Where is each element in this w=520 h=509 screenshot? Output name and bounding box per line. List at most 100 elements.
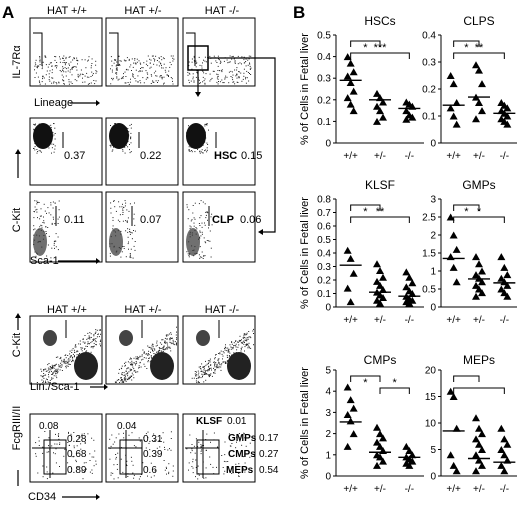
data-point: [373, 102, 381, 110]
flow-dot: [232, 74, 234, 76]
flow-dot: [137, 75, 139, 77]
flow-dot: [210, 367, 212, 369]
flow-dot: [87, 337, 89, 339]
flow-dot: [192, 472, 194, 474]
flow-dot: [74, 66, 76, 67]
flow-dot: [248, 346, 250, 348]
prog-wt-q4: 0.89: [67, 465, 87, 476]
data-point: [408, 290, 417, 297]
data-point: [478, 278, 486, 286]
flow-dot: [129, 124, 131, 126]
flow-dot: [62, 67, 64, 69]
flow-dot: [219, 81, 221, 83]
flow-dot: [52, 372, 54, 374]
flow-dot: [203, 366, 205, 368]
flow-dot: [189, 150, 191, 152]
flow-dot: [205, 123, 207, 125]
flow-dot: [209, 80, 211, 82]
x-tick-label: +/+: [343, 315, 358, 326]
flow-dot: [122, 150, 124, 152]
significance-label: *: [464, 42, 469, 54]
flow-dot: [170, 77, 172, 78]
data-point: [500, 435, 509, 443]
flow-dot: [206, 211, 208, 213]
flow-dot: [51, 378, 53, 380]
flow-dot: [205, 379, 207, 381]
flow-dot: [201, 449, 203, 451]
flow-dot: [188, 150, 190, 152]
data-point: [497, 285, 506, 293]
flow-plot-r2-c0: [29, 191, 103, 263]
flow-dot: [243, 433, 245, 435]
flow-dot: [52, 367, 54, 368]
flow-dot: [170, 337, 171, 339]
flow-dot: [245, 61, 247, 62]
flow-dot: [35, 72, 37, 74]
flow-dot: [208, 366, 210, 368]
flow-dot: [172, 339, 174, 341]
flow-dot: [66, 365, 68, 367]
flow-dot: [84, 348, 85, 350]
flow-dot: [238, 71, 240, 72]
flow-dot: [137, 358, 139, 360]
flow-dot: [118, 201, 120, 203]
flow-dot: [124, 82, 126, 84]
flow-dot: [33, 217, 35, 219]
flow-dot: [243, 68, 245, 70]
flow-dot: [147, 360, 149, 362]
flow-dot: [120, 230, 122, 232]
flow-dot: [44, 55, 46, 57]
flow-dot: [132, 73, 134, 75]
flow-dot: [135, 446, 137, 448]
flow-dot: [75, 344, 77, 346]
flow-dot: [51, 370, 52, 372]
flow-dot: [59, 61, 61, 63]
flow-dot: [66, 362, 68, 364]
flow-dot: [99, 343, 101, 345]
flow-dot: [49, 368, 51, 370]
flow-dot: [162, 432, 164, 434]
flow-dot: [34, 228, 36, 230]
flow-dot: [133, 357, 135, 359]
flow-dot: [170, 438, 172, 439]
flow-dot: [60, 362, 62, 364]
data-point: [472, 253, 480, 261]
flow-dot: [98, 329, 100, 331]
flow-dot: [235, 346, 237, 348]
flow-dot: [152, 350, 154, 352]
flow-dot: [250, 347, 252, 349]
flow-dot: [80, 343, 81, 345]
data-point: [405, 299, 414, 307]
flow-dot: [202, 367, 204, 368]
flow-dot: [156, 60, 158, 61]
flow-dot: [55, 371, 57, 373]
flow-dot: [78, 436, 80, 438]
flow-dot: [248, 342, 250, 344]
flow-dot: [168, 70, 170, 72]
flow-dot: [186, 448, 188, 450]
flow-dot: [166, 338, 168, 340]
flow-dot: [135, 361, 137, 362]
flow-dot: [42, 382, 44, 383]
flow-dot: [121, 382, 123, 383]
flow-dot: [84, 342, 86, 344]
flow-dot: [87, 83, 89, 85]
flow-dot: [85, 350, 87, 352]
flow-dot: [39, 57, 41, 59]
klsf-tag: KLSF: [196, 416, 222, 427]
flow-dot: [52, 77, 54, 79]
flow-dot: [169, 448, 170, 450]
flow-dot: [37, 65, 39, 67]
flow-dot: [235, 463, 237, 465]
flow-dot: [87, 343, 89, 345]
data-point: [379, 434, 387, 442]
flow-dot: [53, 242, 55, 244]
flow-dot: [130, 232, 132, 233]
flow-dot: [63, 362, 65, 364]
flow-dot: [205, 364, 207, 366]
flow-dot: [84, 81, 86, 83]
flow-dot: [219, 62, 221, 64]
flow-dot: [63, 360, 65, 362]
flow-dot: [152, 80, 154, 82]
significance-label: **: [376, 206, 385, 218]
